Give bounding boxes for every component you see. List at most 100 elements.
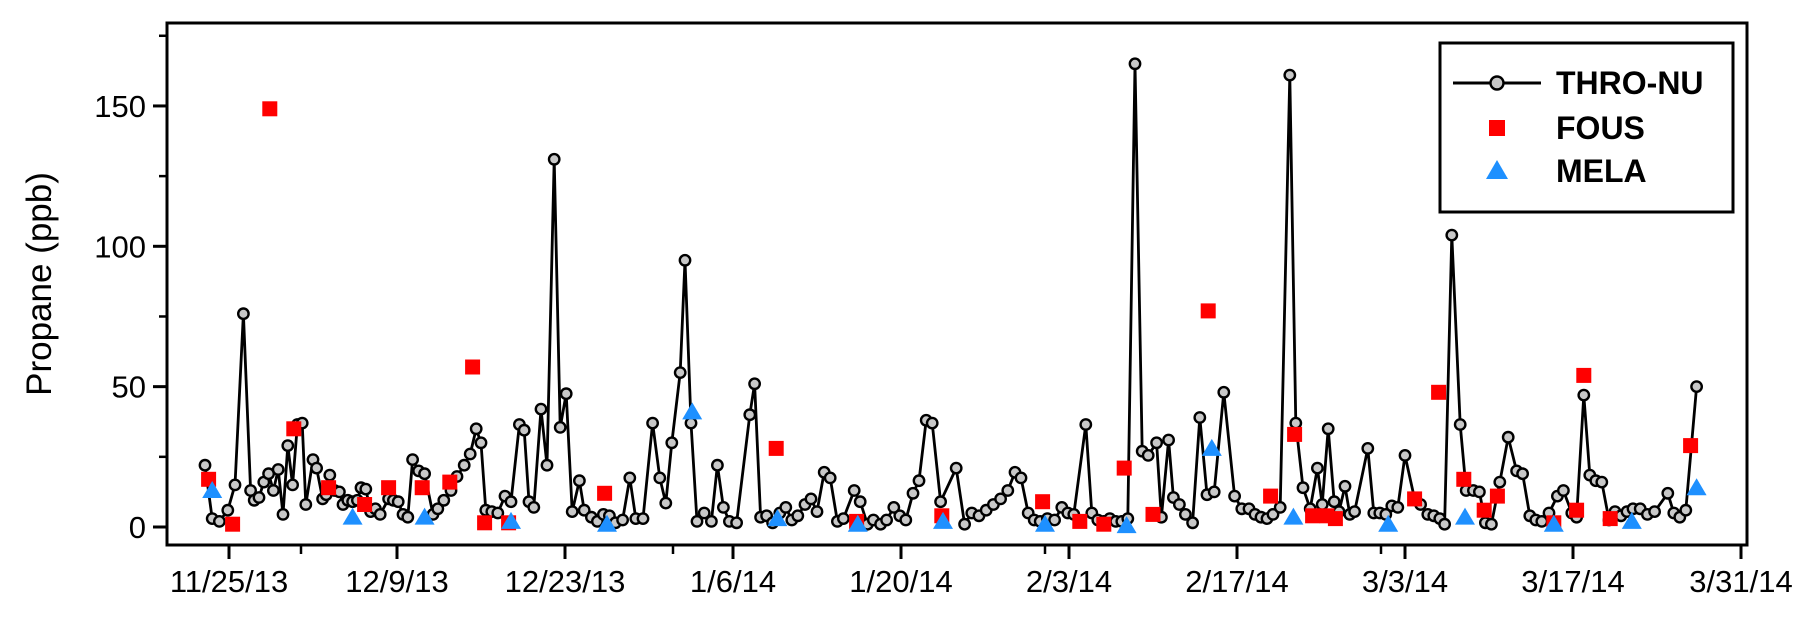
- mela-point: [1686, 478, 1707, 496]
- thro-nu-point: [1173, 498, 1186, 511]
- thro-nu-point: [653, 471, 667, 485]
- thro-nu-point: [281, 439, 295, 452]
- thro-nu-point: [1679, 503, 1693, 517]
- thro-nu-point: [684, 416, 698, 430]
- thro-nu-point: [1338, 479, 1352, 493]
- thro-nu-point: [1595, 475, 1609, 489]
- thro-nu-point: [853, 495, 867, 509]
- thro-nu-point: [673, 366, 687, 379]
- x-tick-label: 12/9/13: [345, 564, 448, 599]
- legend: THRO-NU FOUS MELA: [1438, 41, 1735, 214]
- fous-point: [1327, 511, 1343, 527]
- thro-nu-point: [1361, 441, 1375, 455]
- thro-nu-point: [887, 500, 901, 514]
- fous-point: [1569, 502, 1585, 518]
- thro-nu-point: [323, 468, 337, 482]
- fous-point: [1263, 488, 1279, 504]
- x-tick-label: 12/23/13: [505, 564, 626, 599]
- thro-nu-point: [1493, 475, 1507, 489]
- thro-nu-point: [837, 512, 850, 525]
- thro-nu-point: [912, 474, 926, 488]
- thro-nu-point: [212, 515, 226, 528]
- thro-nu-point: [690, 515, 704, 528]
- thro-nu-point: [1179, 508, 1192, 521]
- fous-point: [1145, 506, 1161, 522]
- legend-thro-nu-marker: [1489, 75, 1505, 91]
- x-tick-label: 1/20/14: [849, 564, 952, 599]
- fous-point: [1476, 502, 1492, 518]
- fous-point: [1287, 426, 1303, 442]
- thro-nu-point: [553, 420, 567, 434]
- thro-nu-point: [491, 506, 505, 520]
- thro-nu-point: [463, 447, 477, 461]
- legend-box: [1438, 41, 1735, 214]
- mela-point: [1201, 438, 1222, 456]
- thro-nu-point: [1516, 467, 1530, 481]
- x-tick-label: 1/6/14: [690, 564, 776, 599]
- y-tick-label: 150: [94, 89, 146, 124]
- x-tick-label: 2/3/14: [1026, 564, 1112, 599]
- thro-nu-point: [1162, 433, 1176, 447]
- thro-nu-point: [665, 436, 679, 450]
- fous-point: [286, 421, 302, 437]
- thro-nu-point: [271, 463, 285, 476]
- thro-nu-point: [717, 500, 730, 514]
- thro-nu-point: [847, 484, 861, 497]
- thro-nu-point: [1296, 481, 1310, 495]
- fous-point: [1200, 303, 1216, 319]
- fous-point: [1407, 491, 1423, 507]
- thro-nu-point: [1273, 500, 1287, 514]
- thro-nu-point: [310, 461, 323, 475]
- thro-nu-point: [221, 503, 235, 517]
- fous-point: [477, 515, 493, 531]
- thro-nu-point: [934, 495, 947, 509]
- fous-point: [597, 485, 613, 501]
- thro-nu-point: [791, 509, 805, 523]
- fous-point: [465, 359, 481, 375]
- thro-nu-point: [1283, 68, 1297, 82]
- mela-point: [847, 514, 868, 532]
- thro-nu-point: [276, 508, 290, 521]
- thro-nu-point: [804, 492, 818, 506]
- fous-point: [1489, 488, 1505, 504]
- thro-nu-point: [540, 458, 554, 472]
- y-tick-label: 0: [129, 510, 146, 545]
- thro-nu-point: [437, 493, 451, 507]
- mela-point: [597, 514, 617, 532]
- thro-nu-point: [1398, 448, 1412, 462]
- thro-nu-point: [1217, 385, 1231, 399]
- thro-nu-point: [504, 495, 518, 509]
- legend-label-mela: MELA: [1556, 153, 1647, 189]
- thro-nu-point: [373, 508, 387, 521]
- thro-nu-point: [1289, 416, 1303, 430]
- thro-nu-point: [1150, 436, 1164, 450]
- thro-nu-point: [299, 498, 313, 511]
- thro-nu-point: [623, 471, 637, 485]
- fous-point: [1116, 460, 1132, 476]
- thro-nu-point: [517, 423, 531, 437]
- thro-nu-point: [565, 505, 579, 518]
- y-tick-label: 100: [94, 229, 146, 264]
- thro-nu-point: [1690, 380, 1704, 393]
- thro-nu-point: [1557, 484, 1570, 497]
- thro-nu-point: [1228, 489, 1242, 503]
- thro-nu-point: [899, 513, 913, 527]
- fous-point: [1576, 367, 1592, 383]
- x-axis: 11/25/13 12/9/13 12/23/13 1/6/14 1/20/14 2/3/…: [170, 545, 1793, 599]
- thro-nu-point: [252, 491, 266, 504]
- thro-nu-point: [1473, 485, 1486, 499]
- thro-nu-point: [401, 510, 415, 524]
- thro-nu-point: [1315, 498, 1329, 511]
- thro-nu-point: [198, 458, 212, 472]
- thro-nu-point: [1128, 57, 1142, 71]
- thro-nu-point: [406, 453, 419, 466]
- thro-nu-point: [1485, 517, 1498, 531]
- thro-nu-point: [236, 307, 250, 321]
- y-axis: 0 50 100 150: [94, 34, 167, 545]
- x-tick-label: 3/17/14: [1521, 564, 1624, 599]
- mela-point: [1621, 511, 1642, 529]
- thro-nu-point: [958, 517, 971, 531]
- legend-label-thro-nu: THRO-NU: [1556, 65, 1704, 101]
